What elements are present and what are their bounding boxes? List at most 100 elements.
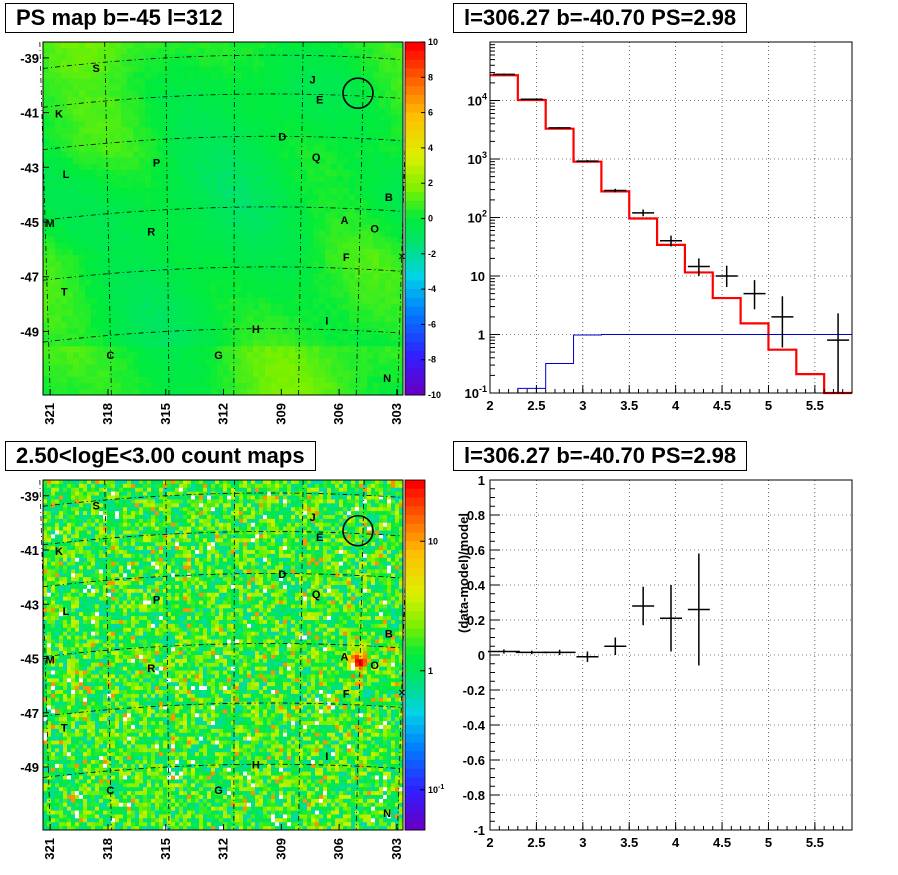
- source-label: A: [341, 651, 349, 663]
- source-label: N: [383, 373, 391, 385]
- map-frame: [42, 479, 404, 831]
- y-tick-label: -39: [20, 489, 39, 504]
- x-tick-label: 306: [331, 838, 346, 860]
- spectrum-panel: 2 2.5 3 3.5 4 4.5 5 5.5 10-1 1 10 102 103 104: [465, 41, 853, 413]
- x-tick-label: 5.5: [806, 398, 824, 413]
- ps-fraction-line: [490, 334, 852, 394]
- x-tick-label: 321: [42, 838, 57, 860]
- longitude-line: [397, 479, 409, 831]
- source-label: P: [153, 595, 160, 607]
- y-tick-label: 0.2: [467, 613, 485, 628]
- longitude-line: [39, 479, 51, 831]
- heatmap-cells: [43, 42, 404, 396]
- y-tick-label: 102: [468, 209, 487, 226]
- x-tick-label: 303: [389, 838, 404, 860]
- count-map-panel: S JE K D P Q L B M A O R F T I H C G N 321 318 315 312 309 306 30…: [20, 479, 444, 860]
- colorbar-tick-label: -2: [428, 249, 436, 259]
- x-tick-label: 5: [765, 835, 772, 850]
- longitude-line: [39, 41, 51, 396]
- x-tick-label: 2.5: [527, 398, 545, 413]
- source-label: C: [106, 785, 114, 797]
- y-tick-label: 0: [478, 648, 485, 663]
- y-tick-label: -0.2: [463, 683, 485, 698]
- y-tick-label: -43: [20, 160, 39, 175]
- source-label: O: [370, 224, 379, 236]
- spectrum-title: l=306.27 b=-40.70 PS=2.98: [453, 3, 748, 33]
- latitude-line: [42, 93, 404, 108]
- x-tick-label: 2: [486, 835, 493, 850]
- x-tick-label: 312: [216, 403, 231, 425]
- target-circle: [342, 77, 374, 109]
- colorbar-tick-label: -6: [428, 319, 436, 329]
- y-tick-label: 104: [468, 92, 487, 109]
- source-label: H: [252, 324, 260, 336]
- y-tick-label: 103: [468, 150, 487, 167]
- y-tick-label: 1: [478, 473, 485, 488]
- source-label: E: [316, 532, 323, 544]
- colorbar-tick-label: 0: [428, 214, 433, 224]
- model-step-line: [490, 74, 852, 395]
- residual-grid: [490, 480, 852, 830]
- ps-map-title: PS map b=-45 l=312: [5, 3, 234, 33]
- colorbar: 10 8 6 4 2 0 -2 -4 -6 -8 -10: [404, 37, 441, 400]
- y-tick-label: -43: [20, 597, 39, 612]
- source-label: G: [214, 785, 223, 797]
- source-label: I: [325, 751, 328, 763]
- longitude-line: [355, 479, 365, 831]
- map-coordinate-grid: [39, 41, 409, 396]
- x-tick-label: 306: [331, 403, 346, 425]
- longitude-line: [165, 479, 170, 831]
- latitude-line: [42, 266, 404, 281]
- source-label: C: [106, 350, 114, 362]
- source-label: F: [343, 252, 350, 264]
- y-tick-label: -49: [20, 324, 39, 339]
- x-tick-label: 4: [672, 398, 680, 413]
- y-tick-label: 0.6: [467, 543, 485, 558]
- latitude-line: [42, 206, 404, 221]
- source-label: G: [214, 350, 223, 362]
- source-label: L: [63, 606, 70, 618]
- y-tick-label: -0.4: [463, 718, 486, 733]
- colorbar-tick-label: 6: [428, 108, 433, 118]
- cross-marker: [399, 253, 405, 260]
- source-label: B: [385, 629, 393, 641]
- source-label: H: [252, 760, 260, 772]
- longitude-line: [298, 479, 304, 831]
- colorbar: 10 1 10-1: [404, 479, 444, 831]
- x-tick-label: 318: [100, 403, 115, 425]
- spectrum-grid: [490, 42, 852, 393]
- source-label: K: [55, 109, 63, 121]
- colorbar-tick-label: 1: [428, 666, 433, 676]
- source-label: B: [385, 192, 393, 204]
- y-tick-label: -45: [20, 215, 39, 230]
- y-tick-label: -0.6: [463, 753, 485, 768]
- latitude-line: [42, 643, 404, 658]
- residual-panel: 2 2.5 3 3.5 4 4.5 5 5.5 1 0.8 0.6 0.4 0.2 0 -0.2 -0.4 -0…: [456, 473, 853, 850]
- latitude-line: [42, 54, 404, 69]
- cross-marker: [399, 689, 405, 696]
- colorbar-tick-label: 10: [428, 37, 438, 47]
- count-map-title: 2.50<logE<3.00 count maps: [5, 441, 316, 471]
- latitude-line: [42, 573, 404, 588]
- source-label: T: [61, 287, 68, 299]
- source-label: Q: [312, 152, 321, 164]
- x-tick-label: 4: [672, 835, 680, 850]
- heatmap-cells: [43, 480, 404, 831]
- ps-map-panel: S JE K D P Q L B M A O R F T I H C G N 321 318 315 312 309 306 30…: [20, 37, 441, 425]
- x-tick-label: 309: [273, 403, 288, 425]
- source-label: J: [309, 74, 315, 86]
- colorbar-tick-label: 8: [428, 72, 433, 82]
- y-tick-label: 10-1: [465, 384, 487, 401]
- longitude-line: [233, 479, 235, 831]
- y-tick-label: -49: [20, 760, 39, 775]
- x-tick-label: 3: [579, 835, 586, 850]
- y-tick-label: -0.8: [463, 788, 485, 803]
- source-label: D: [278, 569, 286, 581]
- x-tick-label: 303: [389, 403, 404, 425]
- source-label: R: [147, 226, 155, 238]
- longitude-line: [104, 479, 112, 831]
- x-tick-label: 5.5: [806, 835, 824, 850]
- source-label: L: [63, 169, 70, 181]
- y-tick-label: -45: [20, 652, 39, 667]
- source-label: I: [325, 315, 328, 327]
